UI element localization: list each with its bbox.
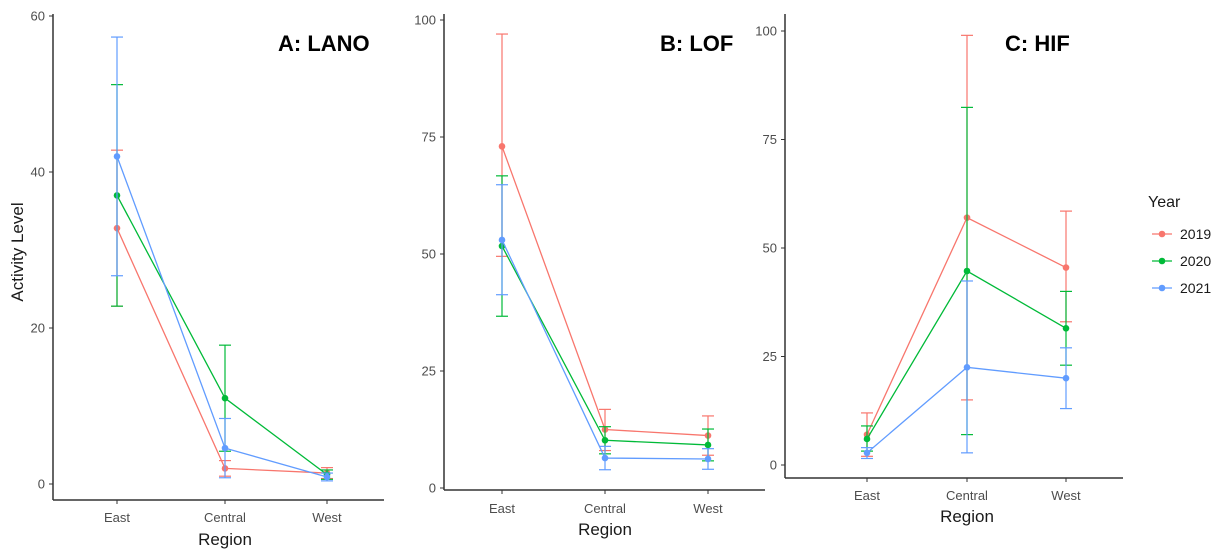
y-tick-label: 100 bbox=[414, 13, 436, 28]
series-line-2020 bbox=[116, 195, 328, 476]
y-tick-label: 100 bbox=[755, 24, 777, 39]
data-point bbox=[221, 394, 229, 402]
data-point bbox=[1062, 374, 1070, 382]
y-tick-label: 0 bbox=[429, 481, 436, 496]
legend-key-point bbox=[1158, 230, 1166, 238]
y-tick-label: 75 bbox=[422, 130, 436, 145]
x-tick-label: Central bbox=[584, 501, 626, 516]
y-tick-label: 0 bbox=[38, 477, 45, 492]
series-2020 bbox=[111, 84, 333, 480]
data-point bbox=[498, 143, 506, 150]
data-point bbox=[221, 444, 229, 452]
legend-key-point bbox=[1158, 284, 1166, 292]
data-point bbox=[113, 153, 121, 160]
data-point bbox=[498, 236, 506, 244]
series-2019 bbox=[111, 149, 333, 480]
data-point bbox=[863, 449, 871, 457]
legend-item-2020: 2020 bbox=[1152, 253, 1211, 269]
y-tick-label: 75 bbox=[763, 132, 777, 147]
data-point bbox=[704, 441, 712, 449]
data-point bbox=[863, 435, 871, 443]
legend-item-2019: 2019 bbox=[1152, 226, 1211, 242]
x-axis-title: Region bbox=[198, 530, 252, 549]
data-point bbox=[1062, 264, 1070, 271]
legend-item-2021: 2021 bbox=[1152, 280, 1211, 296]
y-tick-label: 25 bbox=[763, 349, 777, 364]
series-line-2019 bbox=[501, 146, 709, 437]
x-tick-label: Central bbox=[946, 488, 988, 503]
legend-label: 2019 bbox=[1180, 226, 1211, 242]
chart-panel-1: 0 20 40 60 East Central West Region Activity Lev… bbox=[8, 9, 384, 549]
legend-label: 2021 bbox=[1180, 280, 1211, 296]
panels-layer: 0 20 40 60 East Central West Region Activity Lev… bbox=[8, 9, 1123, 549]
y-tick-label: 40 bbox=[31, 165, 45, 180]
legend-title: Year bbox=[1148, 194, 1181, 211]
data-point bbox=[963, 364, 971, 371]
x-tick-label: East bbox=[104, 510, 130, 525]
series-2021 bbox=[111, 36, 333, 482]
series-2021 bbox=[861, 280, 1072, 460]
legend-label: 2020 bbox=[1180, 253, 1211, 269]
data-point bbox=[963, 267, 971, 275]
data-point bbox=[601, 436, 609, 444]
y-tick-label: 20 bbox=[31, 321, 45, 336]
x-tick-label: East bbox=[854, 488, 880, 503]
chart-panel-3: 0 25 50 75 100 East Central West Region C: HIF bbox=[755, 14, 1123, 526]
y-tick-label: 0 bbox=[770, 458, 777, 473]
x-tick-label: West bbox=[693, 501, 723, 516]
panel-title: B: LOF bbox=[660, 31, 733, 56]
series-2021 bbox=[496, 184, 714, 471]
series-line-2021 bbox=[116, 156, 328, 478]
data-point bbox=[323, 473, 331, 481]
y-tick-label: 60 bbox=[31, 9, 45, 24]
series-line-2019 bbox=[116, 227, 328, 474]
y-tick-label: 50 bbox=[422, 247, 436, 262]
panel-title: C: HIF bbox=[1005, 31, 1070, 56]
x-tick-label: West bbox=[312, 510, 342, 525]
data-point bbox=[601, 454, 609, 462]
data-point bbox=[1062, 324, 1070, 332]
x-axis-title: Region bbox=[940, 507, 994, 526]
panel-title: A: LANO bbox=[278, 31, 370, 56]
x-tick-label: East bbox=[489, 501, 515, 516]
legend-key-point bbox=[1158, 257, 1166, 265]
series-2019 bbox=[496, 33, 714, 456]
x-tick-label: West bbox=[1051, 488, 1081, 503]
x-axis-title: Region bbox=[578, 520, 632, 539]
legend: Year 2019 2020 2021 bbox=[1148, 194, 1211, 296]
data-point bbox=[704, 455, 712, 463]
chart-panel-2: 0 25 50 75 100 East Central West Region B: LOF bbox=[414, 13, 765, 539]
y-tick-label: 50 bbox=[763, 241, 777, 256]
y-axis-title: Activity Level bbox=[8, 202, 27, 301]
x-tick-label: Central bbox=[204, 510, 246, 525]
y-tick-label: 25 bbox=[422, 364, 436, 379]
